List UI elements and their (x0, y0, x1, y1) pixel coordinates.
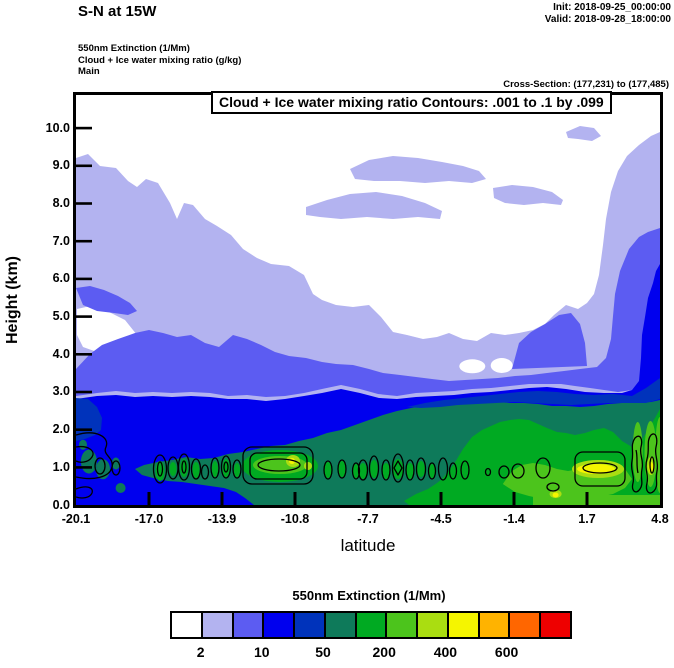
colorbar-cell (539, 613, 570, 637)
y-tick-label: 7.0 (52, 233, 70, 248)
y-tick-label: 9.0 (52, 158, 70, 173)
y-tick-label: 3.0 (52, 384, 70, 399)
valid-time-text: Valid: 2018-09-28_18:00:00 (544, 14, 671, 25)
colorbar-title: 550nm Extinction (1/Mm) (292, 588, 446, 603)
colorbar-tick-label: 2 (196, 644, 205, 660)
x-axis-title: latitude (340, 536, 396, 555)
fill-blueviolet (76, 228, 660, 397)
field-line-mixing-ratio: Cloud + Ice water mixing ratio (g/kg) (78, 54, 242, 66)
colorbar-cell (231, 613, 263, 637)
colorbar-tick-label: 600 (494, 644, 519, 660)
y-tick-label: 0.0 (52, 497, 70, 512)
y-tick-label: 2.0 (52, 422, 70, 437)
cross-section-plot (76, 126, 660, 505)
y-tick-label: 4.0 (52, 346, 70, 361)
field-line-extinction: 550nm Extinction (1/Mm) (78, 43, 190, 54)
colorbar-cell (293, 613, 324, 637)
plot-frame (73, 92, 663, 508)
y-axis-title: Height (km) (4, 256, 21, 344)
field-line-domain: Main (78, 66, 100, 77)
x-tick-label: -17.0 (134, 512, 164, 526)
colorbar-tick-label: 200 (372, 644, 396, 660)
colorbar-cell (508, 613, 540, 637)
x-tick-label: 1.7 (578, 512, 596, 526)
colorbar-cell (354, 613, 386, 637)
field-list: 550nm Extinction (1/Mm) Cloud + Ice wate… (78, 43, 241, 78)
colorbar-tick-label: 10 (254, 644, 270, 660)
x-tick-label: -4.5 (430, 512, 452, 526)
fill-lavender-streaks (306, 126, 601, 219)
colorbar-tick-label: 50 (315, 644, 331, 660)
y-tick-label: 6.0 (52, 271, 70, 286)
contour-info-box: Cloud + Ice water mixing ratio Contours:… (211, 91, 612, 114)
colorbar-cell (200, 613, 232, 637)
init-time-text: Init: 2018-09-25_00:00:00 (553, 2, 671, 13)
x-tick-label: -13.9 (207, 512, 237, 526)
colorbar-cell (446, 613, 478, 637)
cross-section-text: Cross-Section: (177,231) to (177,485) (503, 79, 669, 90)
colorbar-cell (477, 613, 509, 637)
run-info: Init: 2018-09-25_00:00:00 Valid: 2018-09… (545, 2, 671, 26)
x-tick-label: -10.8 (280, 512, 310, 526)
x-tick-label: -1.4 (503, 512, 525, 526)
page-title: S-N at 15W (78, 3, 157, 20)
x-tick-label: 4.8 (651, 512, 669, 526)
x-tick-label: -20.1 (61, 512, 91, 526)
y-tick-label: 5.0 (52, 309, 70, 323)
y-tick-label: 8.0 (52, 195, 70, 210)
colorbar-cell (385, 613, 417, 637)
colorbar-cell (416, 613, 447, 637)
colorbar-cell (172, 613, 201, 637)
colorbar-cell (262, 613, 294, 637)
colorbar (170, 611, 572, 639)
colorbar-tick-label: 400 (433, 644, 458, 660)
y-tick-label: 1.0 (52, 459, 70, 474)
axis-tick-marks (76, 126, 589, 505)
y-tick-label: 10.0 (45, 120, 70, 135)
mixing-ratio-contours (76, 432, 659, 499)
x-tick-label: -7.7 (357, 512, 379, 526)
colorbar-cell (323, 613, 355, 637)
